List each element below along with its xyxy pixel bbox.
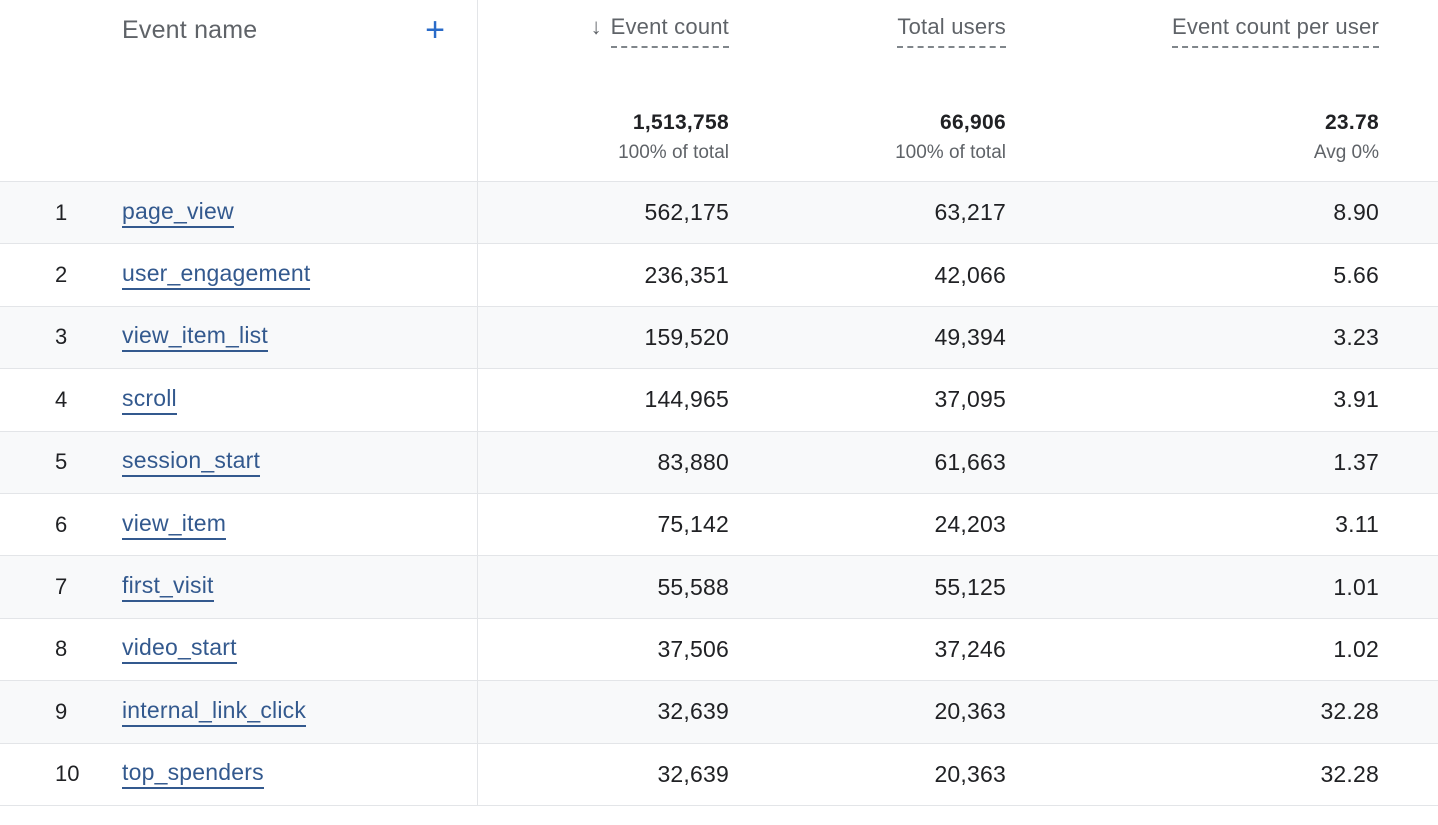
- event-count-per-user-value: 1.37: [1333, 448, 1379, 475]
- totals-row: 1,513,758 100% of total 66,906 100% of t…: [0, 60, 1438, 181]
- row-right-spacer: [1379, 681, 1438, 742]
- totals-total-users: 66,906: [939, 111, 1006, 134]
- table-row: 2 user_engagement 236,351 42,066 5.66: [0, 244, 1438, 307]
- event-count-per-user-value: 32.28: [1320, 698, 1379, 725]
- event-count-value: 55,588: [657, 573, 729, 600]
- totals-event-count-per-user: 23.78: [1324, 111, 1379, 134]
- events-table: Event name + ↓ Event count Total users E…: [0, 0, 1438, 806]
- event-count-value: 236,351: [644, 261, 729, 288]
- totals-total-users-note: 100% of total: [895, 142, 1006, 163]
- event-name-link[interactable]: view_item: [122, 510, 227, 540]
- row-right-spacer: [1379, 744, 1438, 805]
- row-index: 6: [55, 511, 68, 537]
- total-users-value: 24,203: [934, 511, 1006, 538]
- table-row: 3 view_item_list 159,520 49,394 3.23: [0, 306, 1438, 370]
- column-header-event-count-per-user[interactable]: Event count per user: [1006, 0, 1379, 60]
- event-name-link[interactable]: video_start: [122, 634, 237, 665]
- total-users-value: 20,363: [934, 698, 1006, 725]
- event-count-per-user-value: 5.66: [1333, 261, 1379, 288]
- column-header-label: Total users: [897, 14, 1006, 48]
- column-header-event-count[interactable]: ↓ Event count: [478, 0, 729, 60]
- row-right-spacer: [1379, 494, 1438, 555]
- event-count-per-user-value: 1.01: [1333, 573, 1379, 600]
- row-right-spacer: [1379, 182, 1438, 243]
- event-count-per-user-value: 8.90: [1333, 199, 1379, 226]
- table-row: 6 view_item 75,142 24,203 3.11: [0, 493, 1438, 557]
- event-name-header: Event name: [122, 15, 258, 44]
- event-count-per-user-value: 3.91: [1333, 386, 1379, 413]
- totals-event-count: 1,513,758: [632, 111, 729, 134]
- sort-descending-icon: ↓: [590, 14, 602, 39]
- total-users-value: 49,394: [934, 323, 1006, 350]
- event-name-link[interactable]: session_start: [122, 447, 261, 478]
- event-name-link[interactable]: scroll: [122, 385, 177, 415]
- event-count-value: 75,142: [657, 511, 729, 538]
- table-row: 8 video_start 37,506 37,246 1.02: [0, 618, 1438, 682]
- header-right-spacer: [1379, 0, 1438, 60]
- row-index: 3: [55, 324, 68, 350]
- event-count-per-user-value: 32.28: [1320, 760, 1379, 787]
- table-row: 7 first_visit 55,588 55,125 1.01: [0, 556, 1438, 619]
- event-name-link[interactable]: user_engagement: [122, 260, 311, 291]
- total-users-value: 37,095: [934, 386, 1006, 413]
- row-number-column-header: [0, 0, 98, 60]
- event-count-value: 37,506: [657, 635, 729, 662]
- table-row: 10 top_spenders 32,639 20,363 32.28: [0, 743, 1438, 806]
- row-right-spacer: [1379, 307, 1438, 368]
- row-right-spacer: [1379, 244, 1438, 305]
- table-row: 5 session_start 83,880 61,663 1.37: [0, 431, 1438, 494]
- row-right-spacer: [1379, 432, 1438, 493]
- event-count-value: 32,639: [657, 760, 729, 787]
- table-body: 1 page_view 562,175 63,217 8.90 2 user_e…: [0, 181, 1438, 806]
- total-users-value: 63,217: [934, 199, 1006, 226]
- total-users-value: 61,663: [934, 448, 1006, 475]
- event-count-value: 159,520: [644, 323, 729, 350]
- event-count-value: 144,965: [644, 386, 729, 413]
- event-name-link[interactable]: internal_link_click: [122, 697, 307, 727]
- table-row: 9 internal_link_click 32,639 20,363 32.2…: [0, 681, 1438, 744]
- total-users-value: 20,363: [934, 760, 1006, 787]
- table-row: 1 page_view 562,175 63,217 8.90: [0, 182, 1438, 245]
- totals-event-count-per-user-note: Avg 0%: [1313, 142, 1379, 163]
- column-header-label: Event count per user: [1171, 14, 1379, 48]
- row-right-spacer: [1379, 556, 1438, 617]
- row-index: 9: [55, 698, 68, 724]
- totals-event-count-cell: 1,513,758 100% of total: [478, 60, 729, 181]
- total-users-value: 37,246: [934, 635, 1006, 662]
- totals-event-count-note: 100% of total: [618, 142, 729, 163]
- event-name-link[interactable]: first_visit: [122, 572, 214, 603]
- row-index: 7: [55, 574, 68, 600]
- row-index: 2: [55, 262, 68, 288]
- event-name-link[interactable]: page_view: [122, 198, 234, 228]
- event-count-value: 32,639: [657, 698, 729, 725]
- event-name-link[interactable]: top_spenders: [122, 759, 264, 790]
- row-index: 10: [55, 761, 80, 787]
- row-index: 4: [55, 386, 68, 412]
- row-index: 1: [55, 199, 68, 225]
- event-name-link[interactable]: view_item_list: [122, 322, 268, 353]
- row-index: 5: [55, 449, 68, 475]
- dimension-header-cell: Event name +: [98, 0, 478, 60]
- row-index: 8: [55, 636, 68, 662]
- table-header: Event name + ↓ Event count Total users E…: [0, 0, 1438, 60]
- totals-event-count-per-user-cell: 23.78 Avg 0%: [1006, 60, 1379, 181]
- row-right-spacer: [1379, 619, 1438, 680]
- row-right-spacer: [1379, 369, 1438, 430]
- column-header-label: Event count: [610, 14, 729, 48]
- totals-total-users-cell: 66,906 100% of total: [729, 60, 1006, 181]
- total-users-value: 42,066: [934, 261, 1006, 288]
- total-users-value: 55,125: [934, 573, 1006, 600]
- event-count-per-user-value: 3.23: [1333, 323, 1379, 350]
- column-header-total-users[interactable]: Total users: [729, 0, 1006, 60]
- add-metric-button[interactable]: +: [425, 11, 445, 49]
- event-count-per-user-value: 3.11: [1335, 511, 1379, 538]
- event-count-per-user-value: 1.02: [1333, 635, 1379, 662]
- table-row: 4 scroll 144,965 37,095 3.91: [0, 369, 1438, 432]
- event-count-value: 562,175: [644, 199, 729, 226]
- event-count-value: 83,880: [657, 448, 729, 475]
